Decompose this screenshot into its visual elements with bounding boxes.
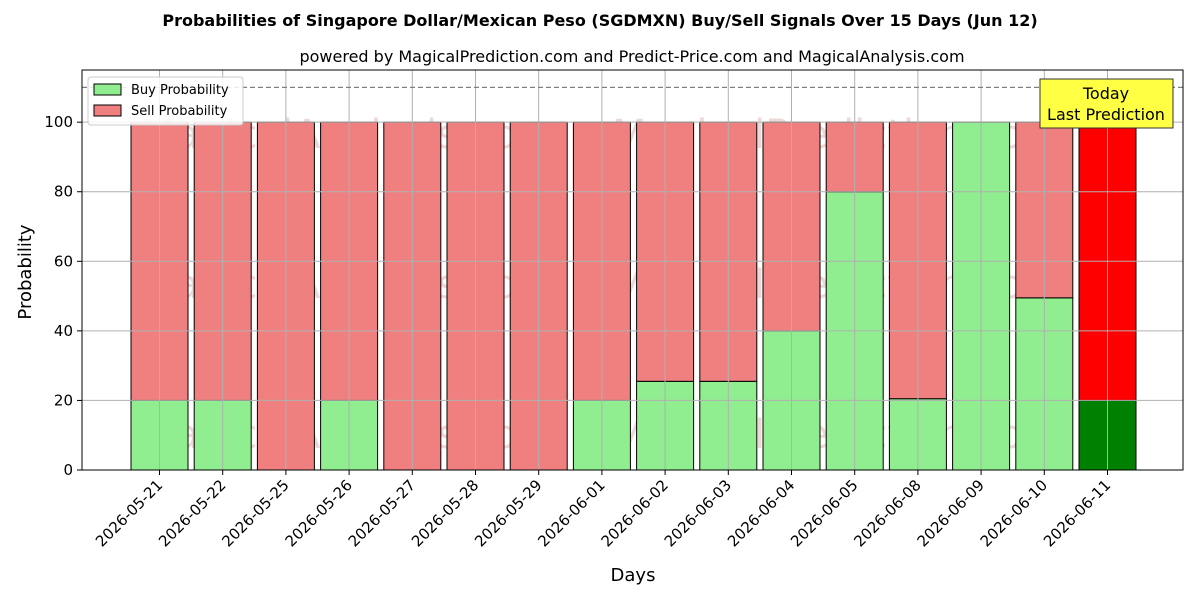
x-tick-label: 2026-05-27 <box>345 476 419 550</box>
y-axis-label: Probability <box>15 224 36 319</box>
x-axis-label: Days <box>611 565 656 586</box>
x-tick-label: 2026-06-05 <box>787 476 861 550</box>
x-tick-label: 2026-06-10 <box>977 476 1051 550</box>
y-tick-label: 40 <box>54 322 73 340</box>
chart-title: Probabilities of Singapore Dollar/Mexica… <box>162 11 1037 30</box>
annotation-text: Today <box>1082 84 1129 103</box>
y-tick-label: 60 <box>54 252 73 270</box>
x-tick-label: 2026-06-08 <box>850 476 924 550</box>
x-tick-label: 2026-05-21 <box>92 476 166 550</box>
x-tick-label: 2026-06-04 <box>724 476 798 550</box>
x-tick-label: 2026-05-25 <box>218 476 292 550</box>
legend-box <box>87 76 244 126</box>
y-tick-label: 0 <box>63 461 73 479</box>
x-tick-label: 2026-05-29 <box>471 476 545 550</box>
annotation-text: Last Prediction <box>1047 105 1165 124</box>
x-tick-label: 2026-06-03 <box>661 476 735 550</box>
x-tick-label: 2026-06-09 <box>914 476 988 550</box>
y-tick-label: 100 <box>44 113 73 131</box>
legend-label: Buy Probability <box>131 83 229 98</box>
x-tick-label: 2026-05-22 <box>155 476 229 550</box>
x-tick-label: 2026-05-26 <box>282 476 356 550</box>
legend: Buy Probability Sell Probability <box>87 76 244 126</box>
plot-area: MagicalAnalysis.comMagicalPrediction.com… <box>44 69 1184 550</box>
x-tick-label: 2026-05-28 <box>408 476 482 550</box>
x-tick-label: 2026-06-11 <box>1040 476 1114 550</box>
legend-label: Sell Probability <box>131 104 228 119</box>
annotation-box <box>1039 78 1174 129</box>
x-tick-label: 2026-06-01 <box>534 476 608 550</box>
y-tick-label: 20 <box>54 391 73 409</box>
today-annotation: Today Last Prediction <box>1039 78 1174 129</box>
y-tick-label: 80 <box>54 183 73 201</box>
legend-swatch <box>93 104 122 117</box>
legend-swatch <box>93 83 122 96</box>
chart-subtitle: powered by MagicalPrediction.com and Pre… <box>299 47 964 66</box>
plot-frame <box>81 69 1184 471</box>
x-tick-label: 2026-06-02 <box>598 476 672 550</box>
